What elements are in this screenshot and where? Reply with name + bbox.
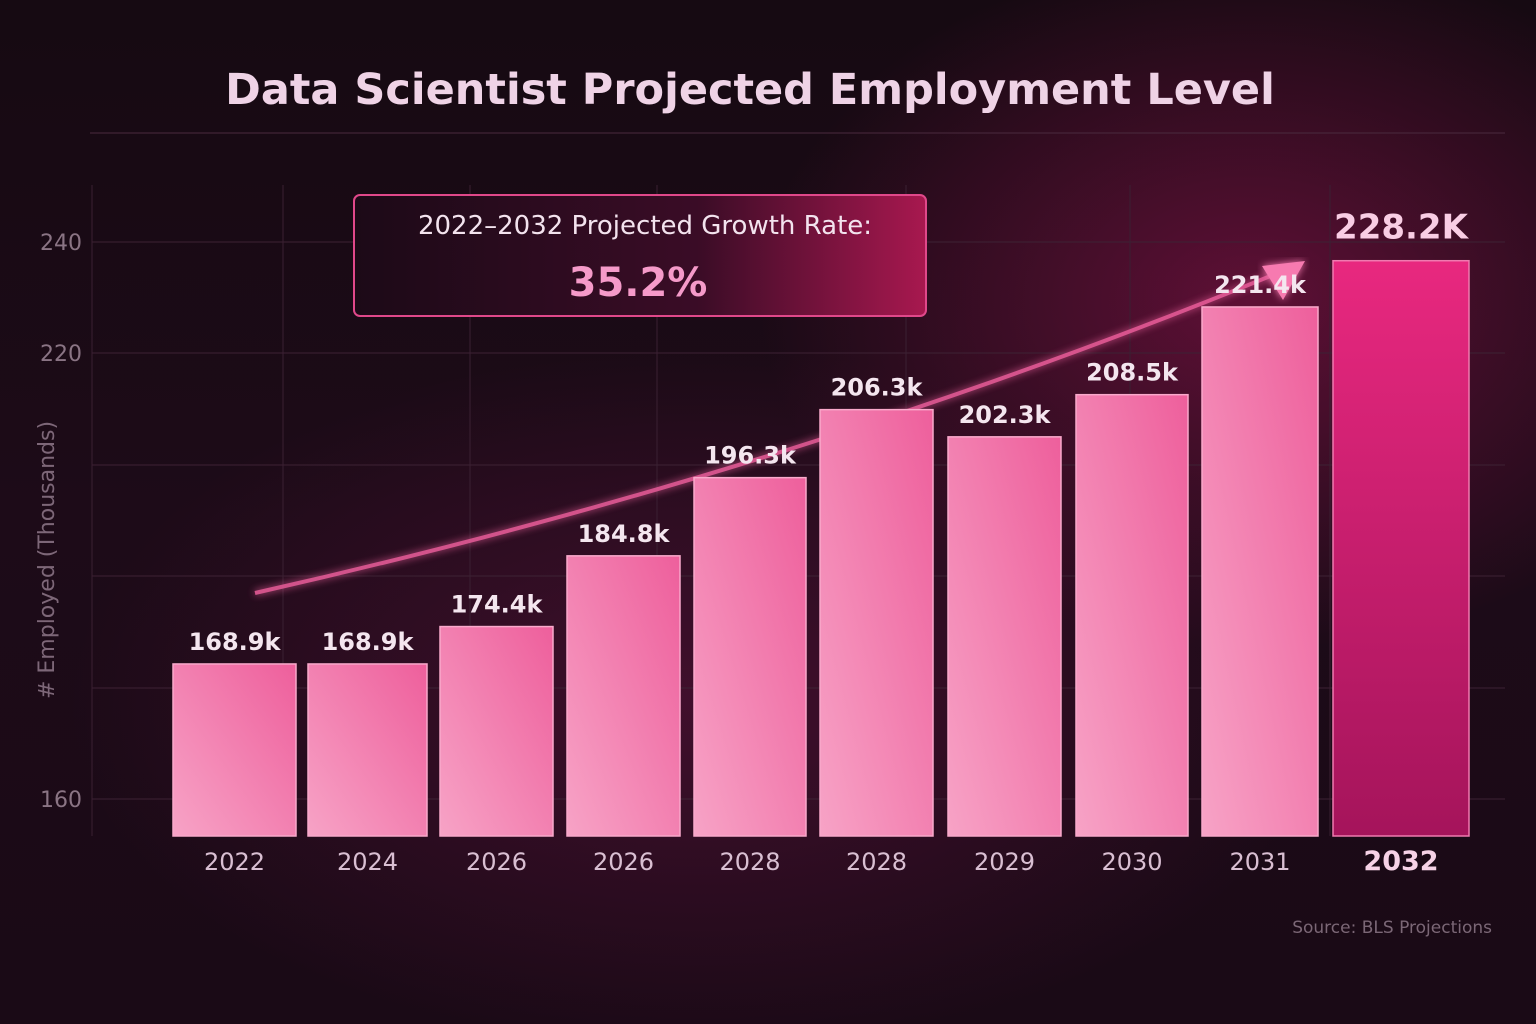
bar-2030 [1075, 393, 1189, 837]
bar-2029 [947, 436, 1062, 837]
chart-title: Data Scientist Projected Employment Leve… [225, 65, 1275, 115]
x-tick-label: 2022 [204, 848, 265, 876]
y-tick-label: 220 [40, 342, 82, 367]
bar-2032 [1332, 259, 1470, 837]
bar-2028 [819, 408, 934, 837]
data-label: 208.5k [1086, 359, 1179, 387]
data-label: 196.3k [704, 442, 797, 470]
data-label: 221.4k [1214, 271, 1307, 299]
trend-arrow [254, 266, 1291, 595]
x-tick-label: 2029 [974, 848, 1035, 876]
data-label: 184.8k [578, 520, 671, 548]
data-label: 168.9k [322, 628, 415, 656]
bar-2026 [566, 555, 681, 837]
data-label: 202.3k [959, 401, 1052, 429]
x-tick-label: 2028 [846, 848, 907, 876]
x-tick-label: 2028 [719, 848, 780, 876]
annotation-value: 35.2% [569, 260, 708, 306]
bar-2024 [307, 663, 428, 837]
x-tick-label: 2030 [1101, 848, 1162, 876]
y-axis-ticks: 240 220 160 [40, 231, 82, 813]
bar-2028 [693, 476, 807, 837]
bar-2026 [439, 625, 554, 837]
growth-annotation-box: 2022–2032 Projected Growth Rate: 35.2% [353, 194, 927, 317]
x-tick-label: 2026 [593, 848, 654, 876]
x-tick-label: 2032 [1363, 846, 1438, 877]
bar-2022 [172, 663, 297, 837]
data-label: 168.9k [189, 628, 282, 656]
y-axis-label: # Employed (Thousands) [35, 421, 60, 699]
source-note: Source: BLS Projections [1292, 918, 1492, 938]
y-tick-label: 240 [40, 231, 82, 256]
x-tick-label: 2031 [1229, 848, 1290, 876]
x-tick-label: 2024 [337, 848, 398, 876]
y-tick-label: 160 [40, 788, 82, 813]
trend-arrow-head [1262, 261, 1305, 300]
x-tick-label: 2026 [466, 848, 527, 876]
bar-2031 [1201, 306, 1319, 837]
annotation-label: 2022–2032 Projected Growth Rate: [418, 211, 872, 241]
annotation-frame [353, 194, 927, 317]
data-label: 206.3k [831, 374, 924, 402]
data-label: 174.4k [451, 591, 544, 619]
data-label: 228.2K [1334, 208, 1470, 248]
